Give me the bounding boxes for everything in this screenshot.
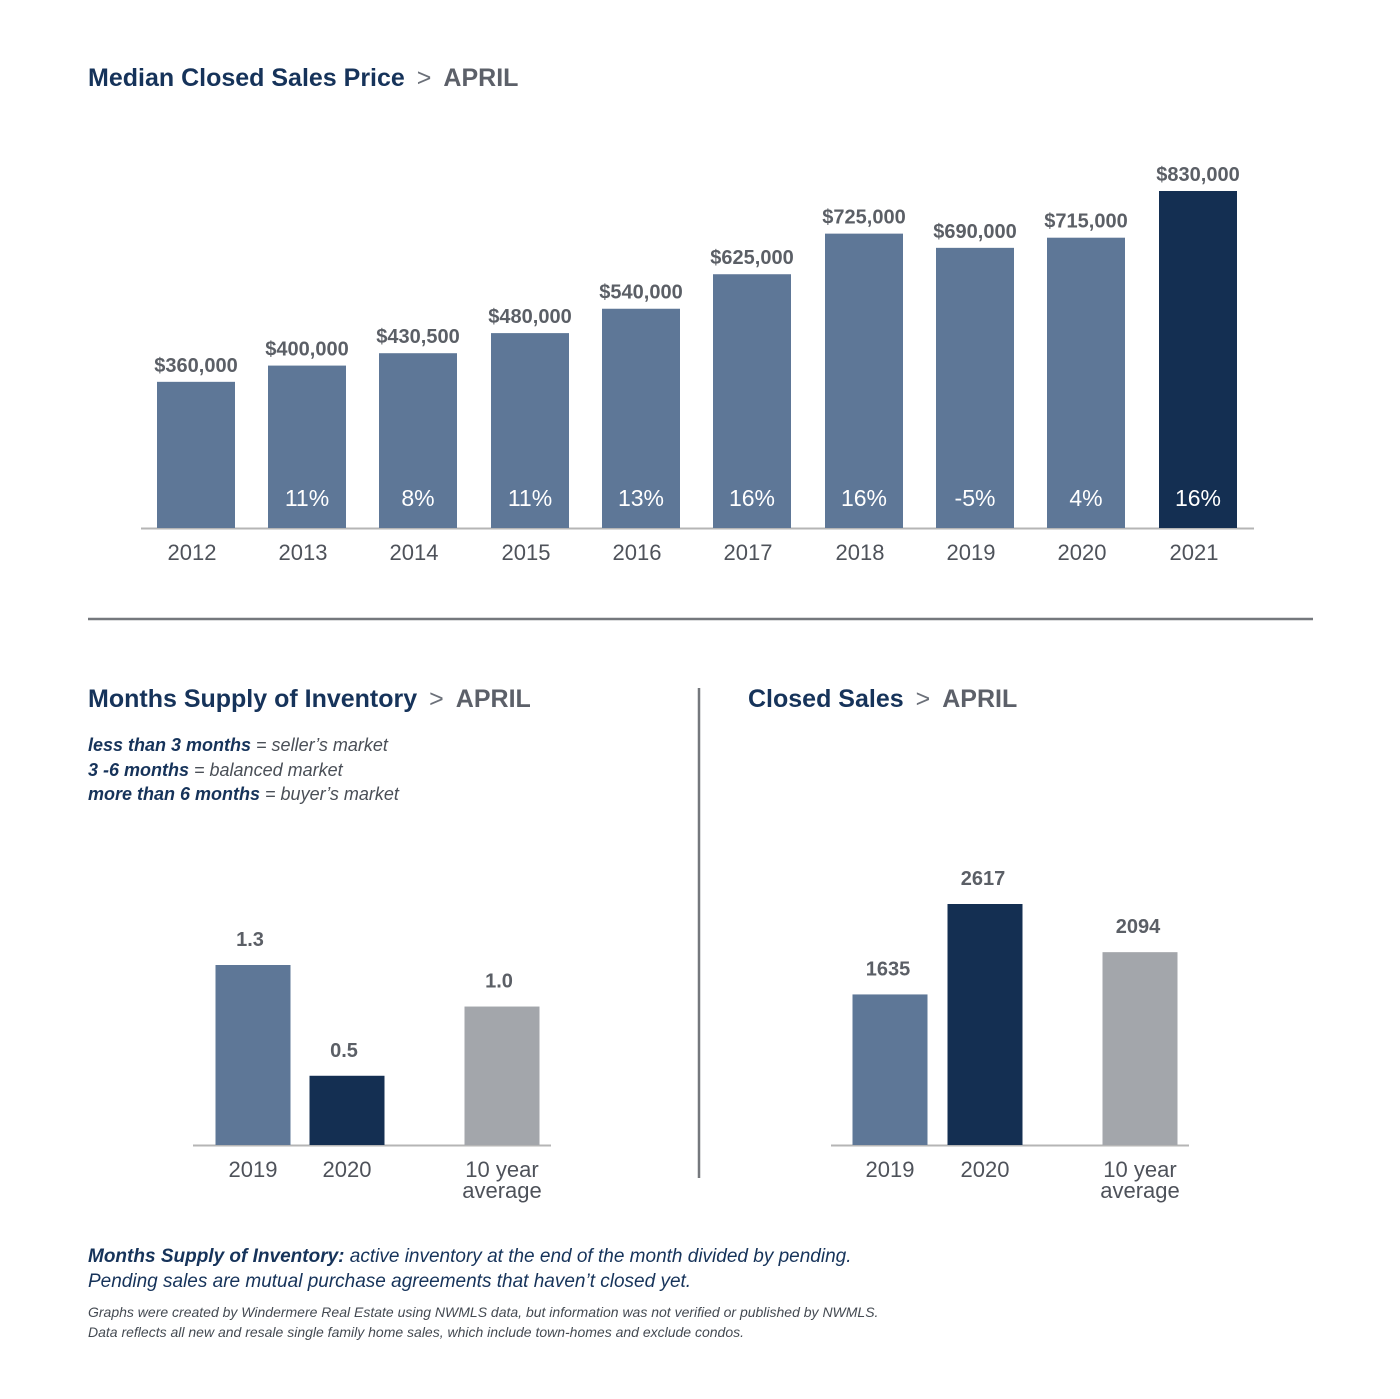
price-x-tick: 2015	[502, 540, 551, 565]
price-pct-change-label: 16%	[841, 485, 887, 511]
inventory-title-text: Months Supply of Inventory	[88, 685, 418, 713]
legend-line-balanced: 3 -6 months = balanced market	[88, 758, 399, 783]
legend-line-buyers: more than 6 months = buyer’s market	[88, 782, 399, 807]
sales-value-label: 2094	[1116, 916, 1161, 938]
price-value-label: $715,000	[1044, 211, 1127, 233]
price-bar	[157, 381, 235, 528]
price-value-label: $725,000	[822, 207, 905, 229]
note-key: Months Supply of Inventory:	[88, 1246, 345, 1267]
price-title-month: APRIL	[443, 64, 519, 92]
price-value-label: $360,000	[154, 355, 237, 377]
price-bar	[602, 308, 680, 528]
price-x-tick: 2012	[168, 540, 217, 565]
legend-key: more than 6 months	[88, 784, 261, 804]
price-x-tick: 2017	[724, 540, 773, 565]
inventory-x-tick: 2019	[229, 1157, 278, 1182]
price-pct-change-label: 8%	[401, 485, 434, 511]
inventory-value-label: 1.0	[485, 971, 513, 993]
price-pct-change-label: 11%	[285, 485, 329, 511]
note-line1: active inventory at the end of the month…	[344, 1246, 852, 1267]
inventory-value-label: 1.3	[236, 929, 264, 951]
legend-key: less than 3 months	[88, 735, 252, 755]
sales-bar	[1102, 952, 1178, 1145]
legend-value: = seller’s market	[251, 735, 388, 755]
sales-x-tick: 10 year average	[1100, 1157, 1180, 1203]
price-x-tick: 2018	[836, 540, 885, 565]
price-pct-change-label: 16%	[1175, 485, 1221, 511]
inventory-value-label: 0.5	[330, 1040, 358, 1062]
sales-title-separator: >	[915, 685, 931, 713]
inventory-chart-title: Months Supply of Inventory > APRIL	[88, 685, 531, 714]
price-value-label: $400,000	[265, 339, 348, 361]
fine-print-line2: Data reflects all new and resale single …	[88, 1324, 745, 1340]
sales-title-text: Closed Sales	[748, 685, 904, 713]
price-x-tick: 2021	[1170, 540, 1219, 565]
price-bar	[1159, 191, 1237, 528]
sales-bar	[947, 904, 1023, 1145]
inventory-bar	[309, 1075, 385, 1145]
price-bar	[713, 274, 791, 528]
legend-value: = balanced market	[189, 759, 343, 780]
price-value-label: $830,000	[1156, 164, 1239, 186]
note-line2: Pending sales are mutual purchase agreem…	[88, 1271, 692, 1292]
price-bar	[825, 233, 903, 529]
price-bar	[491, 333, 569, 528]
sales-x-tick: 2019	[866, 1157, 915, 1182]
price-bar	[379, 353, 457, 528]
sales-bar	[852, 994, 928, 1145]
price-value-label: $480,000	[488, 306, 571, 328]
price-value-label: $625,000	[710, 247, 793, 269]
price-pct-change-label: 16%	[729, 485, 775, 511]
price-pct-change-label: 11%	[508, 485, 552, 511]
price-title-text: Median Closed Sales Price	[88, 64, 405, 92]
price-value-label: $540,000	[599, 282, 682, 304]
inventory-title-month: APRIL	[455, 685, 531, 713]
price-x-tick: 2020	[1058, 540, 1107, 565]
legend-line-sellers: less than 3 months = seller’s market	[88, 733, 399, 758]
legend-value: = buyer’s market	[260, 784, 399, 804]
price-x-tick: 2014	[390, 540, 439, 565]
price-bar	[268, 365, 346, 528]
price-chart-title: Median Closed Sales Price > APRIL	[88, 64, 518, 93]
inventory-title-separator: >	[429, 685, 444, 713]
market-legend: less than 3 months = seller’s market 3 -…	[88, 733, 399, 807]
price-x-tick: 2013	[279, 540, 328, 565]
inventory-bar	[215, 965, 291, 1145]
inventory-x-tick: 2020	[323, 1157, 372, 1182]
fine-print-line1: Graphs were created by Windermere Real E…	[88, 1304, 879, 1320]
price-bar	[936, 247, 1014, 528]
inventory-definition-note: Months Supply of Inventory: active inven…	[88, 1244, 852, 1294]
inventory-bar	[464, 1006, 540, 1145]
price-title-separator: >	[416, 64, 432, 92]
sales-value-label: 1635	[866, 958, 911, 980]
price-pct-change-label: -5%	[955, 485, 996, 511]
price-x-tick: 2019	[947, 540, 996, 565]
inventory-x-tick: 10 year average	[462, 1157, 542, 1203]
price-pct-change-label: 4%	[1069, 485, 1102, 511]
price-value-label: $690,000	[933, 221, 1016, 243]
source-fine-print: Graphs were created by Windermere Real E…	[88, 1302, 878, 1342]
sales-x-tick: 2020	[961, 1157, 1010, 1182]
price-x-tick: 2016	[613, 540, 662, 565]
price-bar	[1047, 237, 1125, 529]
sales-chart-title: Closed Sales > APRIL	[748, 685, 1017, 714]
legend-key: 3 -6 months	[88, 759, 190, 780]
price-value-label: $430,500	[376, 326, 459, 348]
price-pct-change-label: 13%	[618, 485, 664, 511]
sales-value-label: 2617	[961, 868, 1006, 890]
sales-title-month: APRIL	[942, 685, 1018, 713]
